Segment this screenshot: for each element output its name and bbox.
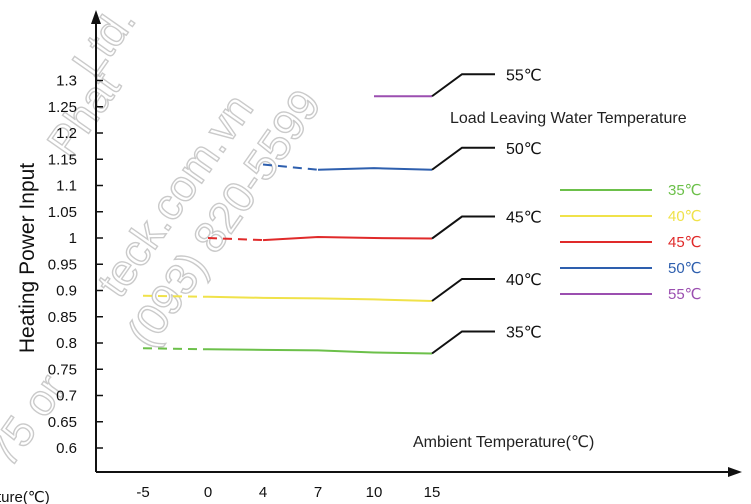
x-axis-arrow bbox=[728, 467, 742, 477]
y-ticks: 0.6 0.65 0.7 0.75 0.8 0.85 0.9 0.95 1 1.05 1.1 1.15… bbox=[48, 73, 103, 457]
x-tick-label: 10 bbox=[366, 484, 383, 501]
callout-label: 55℃ bbox=[506, 67, 542, 84]
y-tick-label: 1.3 bbox=[56, 73, 77, 90]
legend-label: 50℃ bbox=[668, 260, 702, 277]
series-line bbox=[207, 295, 433, 302]
x-tick-label: 0 bbox=[204, 484, 212, 501]
x-axis-label: Ambient Temperature(℃) bbox=[413, 434, 594, 451]
legend: 35℃ 40℃ 45℃ 50℃ 55℃ bbox=[560, 182, 702, 303]
y-tick-label: 1.05 bbox=[48, 204, 77, 221]
legend-label: 45℃ bbox=[668, 234, 702, 251]
legend-label: 55℃ bbox=[668, 286, 702, 303]
y-tick-label: 0.75 bbox=[48, 361, 77, 378]
x-tick-label: -5 bbox=[136, 484, 149, 501]
callouts: 35℃ 40℃ 45℃ 50℃ 55℃ bbox=[431, 67, 542, 355]
y-tick-label: 0.95 bbox=[48, 256, 77, 273]
y-tick-label: 1 bbox=[69, 230, 77, 247]
callout-leader bbox=[431, 73, 495, 98]
y-tick-label: 1.1 bbox=[56, 178, 77, 195]
y-axis-arrow bbox=[91, 10, 101, 24]
y-tick-label: 0.85 bbox=[48, 309, 77, 326]
legend-title: Load Leaving Water Temperature bbox=[450, 110, 687, 127]
series-line-dashed bbox=[207, 237, 264, 242]
series-line bbox=[317, 167, 433, 171]
y-tick-label: 0.7 bbox=[56, 388, 77, 405]
y-tick-label: 1.15 bbox=[48, 151, 77, 168]
callout-label: 35℃ bbox=[506, 325, 542, 342]
series-line-dashed bbox=[142, 347, 209, 351]
y-tick-label: 1.25 bbox=[48, 99, 77, 116]
callout-leader bbox=[431, 146, 495, 171]
x-tick-label: 4 bbox=[259, 484, 267, 501]
y-tick-label: 0.65 bbox=[48, 414, 77, 431]
legend-label: 35℃ bbox=[668, 182, 702, 199]
y-tick-label: 0.6 bbox=[56, 440, 77, 457]
callout-leader bbox=[431, 278, 495, 302]
y-axis-label: Heating Power Input bbox=[16, 163, 39, 353]
callout-leader bbox=[431, 330, 495, 355]
series-line-dashed bbox=[142, 294, 209, 298]
callout-label: 45℃ bbox=[506, 210, 542, 227]
x-ticks: -5 0 4 7 10 15 bbox=[136, 484, 440, 501]
y-tick-label: 0.8 bbox=[56, 335, 77, 352]
series-layer bbox=[142, 95, 433, 355]
x-tick-label: 7 bbox=[314, 484, 322, 501]
series-line bbox=[207, 348, 433, 355]
callout-label: 50℃ bbox=[506, 141, 542, 158]
series-line bbox=[262, 235, 433, 242]
axes bbox=[91, 10, 742, 477]
series-line-dashed bbox=[262, 163, 319, 171]
y-tick-label: 0.9 bbox=[56, 283, 77, 300]
x-tick-label: 15 bbox=[424, 484, 441, 501]
watermark-text: 75 bbox=[0, 408, 46, 476]
partial-axis-label: ture(℃) bbox=[0, 489, 50, 504]
legend-label: 40℃ bbox=[668, 208, 702, 225]
y-tick-label: 1.2 bbox=[56, 125, 77, 142]
callout-label: 40℃ bbox=[506, 272, 542, 289]
callout-leader bbox=[431, 215, 495, 240]
